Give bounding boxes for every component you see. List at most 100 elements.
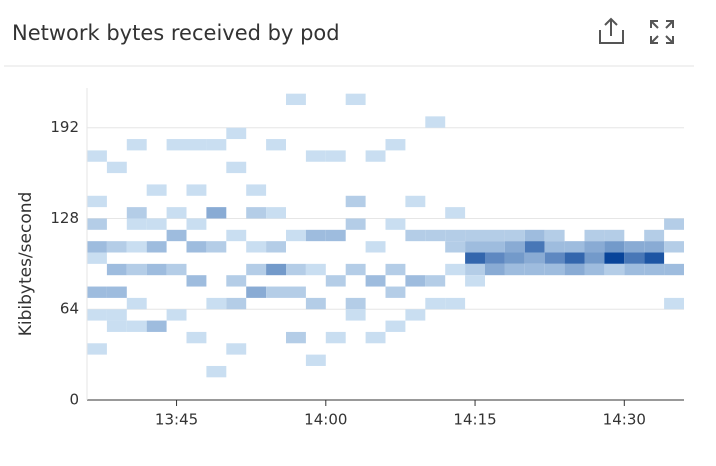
y-tick-label: 192 (50, 118, 79, 136)
heatmap-cell (87, 241, 107, 253)
heatmap-cell (365, 331, 386, 344)
heatmap-cell (305, 263, 326, 276)
heatmap-cell (226, 229, 247, 242)
heatmap-cell (87, 150, 107, 162)
heatmap-cell (504, 263, 525, 276)
heatmap-cell (126, 139, 147, 151)
heatmap-cell (186, 241, 207, 253)
heatmap-cell (644, 252, 665, 264)
heatmap-cell (524, 229, 545, 242)
heatmap-cell (445, 263, 466, 276)
share-icon-tray (599, 30, 624, 44)
heatmap-cell (445, 229, 466, 242)
heatmap-cell (126, 297, 147, 310)
heatmap-cell (524, 252, 545, 264)
heatmap-cell (266, 263, 286, 276)
heatmap-cell (564, 263, 585, 276)
heatmap-cell (425, 116, 446, 128)
heatmap-cell (485, 241, 505, 253)
heatmap-cell (126, 320, 147, 332)
heatmap-cell (664, 263, 684, 276)
share-button[interactable] (599, 17, 624, 44)
heatmap-cell (365, 241, 386, 253)
heatmap-cell (305, 354, 326, 366)
heatmap-cell (186, 331, 207, 344)
heatmap-cell (485, 229, 505, 242)
heatmap-cell (106, 241, 127, 253)
heatmap-cell (564, 252, 585, 264)
heatmap-cell (544, 229, 565, 242)
heatmap-cell (405, 195, 426, 208)
heatmap-cell (584, 252, 605, 264)
heatmap-cell (87, 286, 107, 298)
heatmap-cell (246, 263, 267, 276)
heatmap-cell (226, 343, 247, 355)
heatmap-cell (246, 207, 267, 219)
heatmap-cell (325, 331, 346, 344)
heatmap-cell (87, 309, 107, 321)
heatmap-cell (166, 309, 187, 321)
heatmap-cell (504, 241, 525, 253)
heatmap-cell (604, 241, 625, 253)
heatmap-cell (206, 297, 227, 310)
heatmap-cell (445, 241, 466, 253)
heatmap-cell (286, 229, 306, 242)
heatmap-cell (604, 263, 625, 276)
heatmap-cell (206, 365, 227, 378)
heatmap-cell (345, 195, 366, 208)
heatmap-cell (365, 150, 386, 162)
heatmap-cell (584, 263, 605, 276)
heatmap-cell (664, 297, 684, 310)
heatmap-cell (325, 229, 346, 242)
heatmap-cell (504, 229, 525, 242)
expand-icon-arrows (650, 20, 674, 44)
expand-button[interactable] (650, 20, 674, 44)
heatmap-cell (485, 263, 505, 276)
heatmap-cell (87, 195, 107, 208)
heatmap-cell (405, 309, 426, 321)
heatmap-cell (465, 229, 485, 242)
heatmap-cell (425, 229, 446, 242)
heatmap-cell (524, 263, 545, 276)
heatmap-cell (246, 241, 267, 253)
heatmap-cell (206, 207, 227, 219)
heatmap-cell (465, 275, 485, 287)
heatmap-cell (266, 286, 286, 298)
heatmap-cell (544, 241, 565, 253)
axes: 0 64 128 192 13:45 14:00 14:15 14:30 (50, 88, 646, 429)
heatmap-cell (325, 150, 346, 162)
heatmap-cell (624, 263, 645, 276)
heatmap-cell (166, 207, 187, 219)
y-tick-label: 0 (69, 391, 79, 409)
heatmap-cell (266, 207, 286, 219)
heatmap-cell (186, 184, 207, 196)
heatmap-cell (345, 218, 366, 230)
heatmap-cell (465, 252, 485, 264)
heatmap-cell (524, 241, 545, 253)
heatmap-cell (584, 229, 605, 242)
heatmap-cell (385, 263, 406, 276)
heatmap-cell (186, 218, 207, 230)
heatmap-cell (445, 207, 466, 219)
x-tick-label: 13:45 (155, 411, 198, 429)
heatmap-cell (266, 241, 286, 253)
heatmap-cell (126, 241, 147, 253)
heatmap-cell (405, 275, 426, 287)
heatmap-cell (146, 263, 167, 276)
heatmap-cell (226, 161, 247, 174)
x-tick-label: 14:00 (304, 411, 347, 429)
heatmap-cell (365, 275, 386, 287)
heatmap-cell (405, 229, 426, 242)
heatmap-cell (325, 275, 346, 287)
heatmap-cell (166, 229, 187, 242)
heatmap-cell (106, 286, 127, 298)
heatmap-cell (106, 309, 127, 321)
y-tick-label: 64 (60, 300, 79, 318)
heatmap-cell (644, 229, 665, 242)
heatmap-cell (604, 229, 625, 242)
heatmap-cell (266, 139, 286, 151)
heatmap-cell (286, 331, 306, 344)
heatmap-cell (465, 263, 485, 276)
heatmap-cell (226, 297, 247, 310)
heatmap-cell (465, 241, 485, 253)
